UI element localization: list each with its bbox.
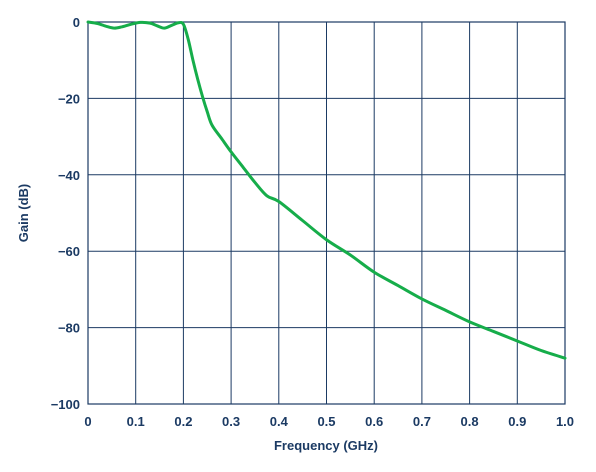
x-tick-label: 0.2	[174, 414, 192, 429]
x-tick-label: 0.1	[127, 414, 145, 429]
x-tick-label: 0.5	[317, 414, 335, 429]
series-layer	[86, 20, 567, 360]
x-tick-label: 0.8	[461, 414, 479, 429]
x-tick-label: 0	[84, 414, 91, 429]
x-tick-label: 0.4	[270, 414, 289, 429]
x-tick-label: 0.6	[365, 414, 383, 429]
y-tick-label: −40	[58, 168, 80, 183]
y-tick-label: −20	[58, 91, 80, 106]
x-tick-label: 1.0	[556, 414, 574, 429]
tick-labels: 0 0.1 0.2 0.3 0.4 0.5 0.6 0.7 0.8 0.9 1.0 0 −20 −40 −6…	[51, 15, 574, 429]
grid-lines	[87, 21, 566, 405]
x-tick-label: 0.9	[508, 414, 526, 429]
x-tick-label: 0.3	[222, 414, 240, 429]
plot-frame	[87, 21, 566, 405]
y-tick-label: −80	[58, 321, 80, 336]
y-tick-label: −60	[58, 244, 80, 259]
x-tick-label: 0.7	[413, 414, 431, 429]
y-tick-label: 0	[73, 15, 80, 30]
x-axis-title: Frequency (GHz)	[274, 438, 378, 453]
gain-series-line	[86, 20, 567, 360]
y-axis-title: Gain (dB)	[16, 184, 31, 243]
y-tick-label: −100	[51, 397, 80, 412]
